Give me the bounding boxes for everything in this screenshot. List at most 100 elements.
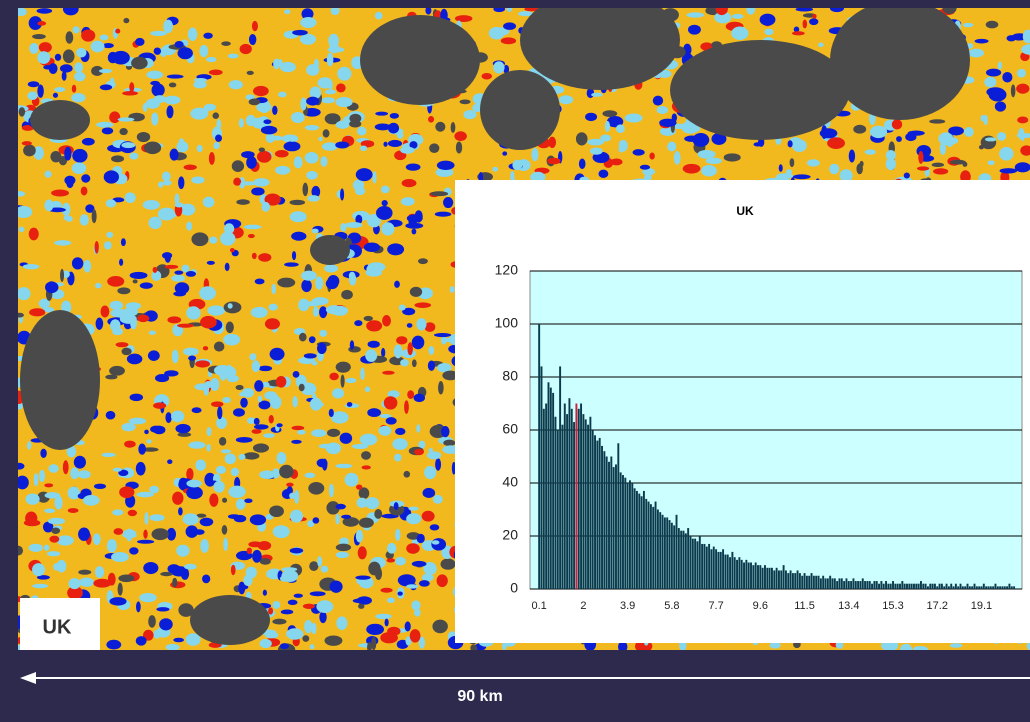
map-patch xyxy=(118,583,123,596)
map-patch xyxy=(44,199,53,211)
bar xyxy=(976,586,978,589)
map-patch xyxy=(286,628,303,639)
map-patch xyxy=(211,401,223,407)
bar xyxy=(722,549,724,589)
map-patch xyxy=(82,138,95,146)
bar xyxy=(683,531,685,589)
map-region xyxy=(670,40,850,140)
map-patch xyxy=(579,158,586,169)
map-patch xyxy=(892,119,902,129)
map-patch xyxy=(95,566,104,578)
map-patch xyxy=(79,578,94,587)
bar xyxy=(694,539,696,589)
map-patch xyxy=(167,316,181,323)
map-patch xyxy=(259,639,271,648)
map-patch xyxy=(397,591,402,595)
bar xyxy=(871,584,873,589)
map-patch xyxy=(216,119,221,130)
x-tick-label: 17.2 xyxy=(927,600,948,612)
map-patch xyxy=(258,396,262,403)
map-patch xyxy=(271,136,283,141)
bar xyxy=(601,446,603,589)
map-patch xyxy=(315,276,323,289)
map-patch xyxy=(364,243,380,252)
map-patch xyxy=(430,524,440,530)
map-patch xyxy=(167,459,172,464)
map-patch xyxy=(138,444,146,455)
scale-label: 90 km xyxy=(457,688,502,705)
bar xyxy=(813,576,815,589)
map-patch xyxy=(1020,131,1024,141)
map-patch xyxy=(184,165,197,171)
bar xyxy=(785,570,787,589)
map-patch xyxy=(23,145,36,157)
bar xyxy=(971,586,973,589)
bar xyxy=(885,581,887,589)
map-patch xyxy=(303,183,309,196)
bar xyxy=(827,578,829,589)
map-patch xyxy=(964,127,974,137)
map-patch xyxy=(684,136,699,142)
map-patch xyxy=(122,91,138,95)
map-patch xyxy=(107,539,117,552)
map-patch xyxy=(149,217,162,230)
map-patch xyxy=(968,49,984,58)
bar xyxy=(955,584,957,589)
bar xyxy=(538,324,540,589)
map-patch xyxy=(619,147,624,152)
map-patch xyxy=(27,441,31,449)
bar xyxy=(897,584,899,589)
map-patch xyxy=(263,119,271,124)
bar xyxy=(943,586,945,589)
map-patch xyxy=(207,305,225,315)
map-patch xyxy=(117,287,130,294)
map-patch xyxy=(163,20,173,34)
map-patch xyxy=(422,511,435,522)
map-patch xyxy=(379,426,392,436)
map-patch xyxy=(984,77,996,88)
bar xyxy=(745,560,747,589)
map-patch xyxy=(290,200,306,205)
bar xyxy=(957,586,959,589)
bar xyxy=(880,581,882,589)
map-patch xyxy=(288,600,298,605)
map-patch xyxy=(199,45,208,57)
map-patch xyxy=(412,229,417,235)
map-patch xyxy=(212,112,219,119)
map-patch xyxy=(222,525,228,535)
bar xyxy=(543,409,545,589)
map-patch xyxy=(364,316,373,321)
map-patch xyxy=(186,306,201,319)
bar xyxy=(666,517,668,589)
bar xyxy=(904,584,906,589)
map-patch xyxy=(66,179,73,188)
map-patch xyxy=(870,126,887,138)
map-patch xyxy=(434,333,451,337)
bar xyxy=(743,563,745,590)
map-patch xyxy=(310,644,315,649)
bar xyxy=(969,586,971,589)
map-patch xyxy=(301,279,311,292)
map-patch xyxy=(228,303,233,308)
map-patch xyxy=(153,426,165,435)
bar xyxy=(934,584,936,589)
map-patch xyxy=(281,567,297,571)
map-patch xyxy=(399,304,406,310)
bar xyxy=(736,560,738,589)
map-patch xyxy=(247,547,252,554)
map-patch xyxy=(754,142,762,146)
map-patch xyxy=(275,166,290,175)
map-patch xyxy=(167,75,184,79)
map-patch xyxy=(277,452,287,464)
map-patch xyxy=(292,30,308,36)
bar xyxy=(724,555,726,589)
map-patch xyxy=(329,484,334,497)
bar xyxy=(866,581,868,589)
map-patch xyxy=(319,306,327,318)
bar xyxy=(706,547,708,589)
map-patch xyxy=(975,39,989,44)
map-patch xyxy=(23,264,40,269)
map-patch xyxy=(44,483,53,487)
map-patch xyxy=(129,418,146,425)
map-patch xyxy=(300,97,306,110)
